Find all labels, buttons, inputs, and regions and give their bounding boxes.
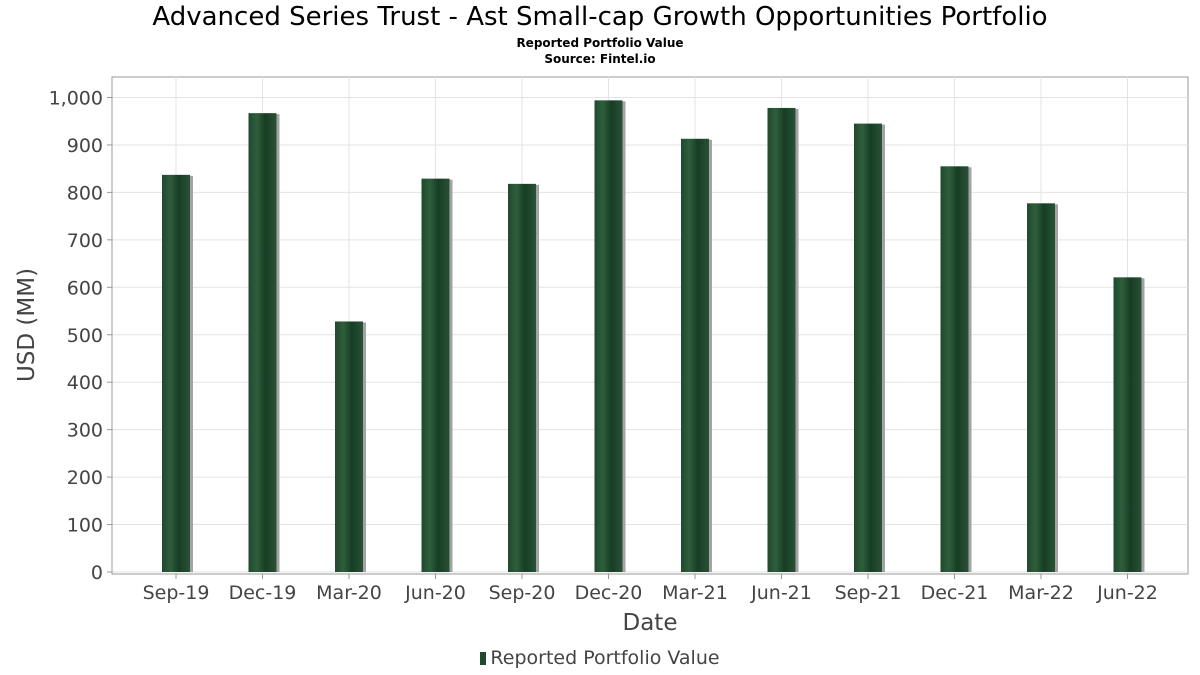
bars: [162, 100, 1145, 573]
legend-swatch: [480, 652, 487, 665]
chart-source: Source: Fintel.io: [544, 52, 656, 66]
x-tick-label: Sep-19: [143, 582, 210, 604]
y-tick-label: 400: [67, 372, 103, 394]
bar: [421, 178, 450, 572]
bar: [248, 113, 277, 572]
x-tick-label: Jun-20: [404, 582, 466, 604]
y-tick-label: 100: [67, 515, 103, 537]
chart-subtitle: Reported Portfolio Value: [516, 36, 684, 50]
x-tick-label: Jun-21: [750, 582, 812, 604]
bar: [1027, 203, 1055, 572]
bar: [508, 183, 536, 572]
x-tick-label: Dec-19: [229, 582, 297, 604]
x-tick-label: Sep-20: [489, 582, 556, 604]
bar: [940, 166, 969, 573]
bar: [854, 123, 882, 572]
x-axis-title: Date: [623, 610, 678, 636]
bar: [162, 174, 190, 572]
plot-frame: [111, 76, 1189, 575]
x-tick-label: Dec-20: [575, 582, 643, 604]
bar: [1113, 277, 1142, 572]
bar: [767, 107, 796, 573]
y-tick-label: 0: [91, 562, 103, 584]
y-tick-label: 600: [67, 277, 103, 299]
legend-label: Reported Portfolio Value: [490, 647, 720, 669]
x-tick-label: Mar-20: [316, 582, 382, 604]
y-axis: 0 100 200 300 400 500 600 700 800 900 1,000: [49, 77, 113, 584]
y-tick-label: 1,000: [49, 88, 103, 110]
x-tick-label: Mar-22: [1008, 582, 1074, 604]
y-tick-label: 500: [67, 325, 103, 347]
y-tick-label: 800: [67, 182, 103, 204]
x-tick-label: Jun-22: [1096, 582, 1158, 604]
y-tick-label: 300: [67, 420, 103, 442]
x-tick-label: Dec-21: [921, 582, 989, 604]
x-tick-label: Mar-21: [662, 582, 728, 604]
bar: [335, 321, 363, 572]
y-axis-title: USD (MM): [14, 268, 40, 382]
y-tick-label: 200: [67, 467, 103, 489]
legend: Reported Portfolio Value: [0, 647, 1200, 669]
y-tick-label: 900: [67, 135, 103, 157]
bar: [594, 100, 623, 573]
bar: [681, 138, 709, 572]
y-tick-label: 700: [67, 230, 103, 252]
chart-title: Advanced Series Trust - Ast Small-cap Gr…: [152, 2, 1048, 32]
x-axis: Sep-19 Dec-19 Mar-20 Jun-20 Sep-20 Dec-20 Mar-…: [112, 573, 1188, 604]
x-tick-label: Sep-21: [835, 582, 902, 604]
